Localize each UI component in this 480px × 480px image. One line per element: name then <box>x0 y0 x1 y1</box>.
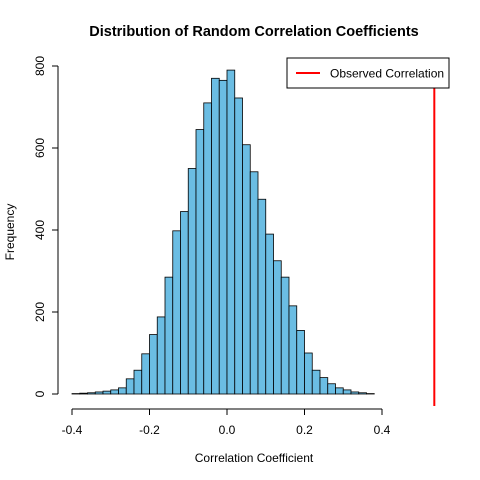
histogram-bar <box>242 144 251 395</box>
x-axis: -0.4 -0.2 0.0 0.2 0.4 <box>62 408 391 437</box>
histogram-bar <box>342 389 352 395</box>
histogram-bar <box>87 392 96 395</box>
histogram-bar <box>218 79 228 395</box>
histogram-bar <box>102 390 112 395</box>
x-tick-label: 0.4 <box>374 423 391 437</box>
x-tick-label: 0.2 <box>296 423 313 437</box>
histogram-bar <box>172 230 181 395</box>
x-tick-label: -0.4 <box>62 423 83 437</box>
histogram-bar <box>350 391 360 395</box>
histogram-bar <box>125 378 135 395</box>
y-tick-label: 0 <box>33 390 47 397</box>
histogram-bar <box>94 391 104 395</box>
histogram-bar <box>249 171 259 395</box>
y-tick-label: 800 <box>33 56 47 76</box>
x-tick-label: -0.2 <box>139 423 160 437</box>
histogram-bar <box>335 387 344 395</box>
histogram-bar <box>358 392 367 395</box>
histogram-bar <box>288 305 298 395</box>
histogram-bar <box>187 168 197 395</box>
histogram-bar <box>257 198 267 395</box>
histogram-bar <box>149 334 158 395</box>
histogram-bar <box>203 102 212 395</box>
histogram-bar <box>327 383 336 395</box>
histogram-bars <box>71 69 375 395</box>
histogram-bar <box>195 129 205 395</box>
histogram-bar <box>265 233 274 395</box>
histogram-bar <box>156 316 166 395</box>
histogram-bar <box>133 369 143 395</box>
y-tick-label: 600 <box>33 138 47 158</box>
histogram-bar <box>141 353 150 395</box>
histogram-bar <box>79 392 88 395</box>
histogram-bar <box>304 352 313 395</box>
y-tick-label: 200 <box>33 302 47 322</box>
histogram-bar <box>273 260 282 395</box>
histogram-bar <box>180 211 189 395</box>
histogram-bar <box>296 330 305 395</box>
histogram-bar <box>311 369 321 395</box>
histogram-bar <box>110 389 119 395</box>
legend: Observed Correlation <box>286 57 450 89</box>
y-axis-label: Frequency <box>3 204 17 261</box>
histogram-bar <box>164 276 174 395</box>
histogram-bar <box>226 69 236 395</box>
x-tick-label: 0.0 <box>219 423 236 437</box>
histogram-bar <box>118 387 127 395</box>
y-axis: 0 200 400 600 800 <box>33 56 59 397</box>
legend-observed-label: Observed Correlation <box>330 67 444 81</box>
histogram-bar <box>319 377 329 395</box>
histogram-bar <box>280 276 290 395</box>
histogram-bar <box>234 97 243 395</box>
histogram-bar <box>211 77 220 395</box>
y-tick-label: 400 <box>33 220 47 240</box>
x-axis-label: Correlation Coefficient <box>195 451 314 465</box>
chart-title: Distribution of Random Correlation Coeff… <box>89 24 418 40</box>
